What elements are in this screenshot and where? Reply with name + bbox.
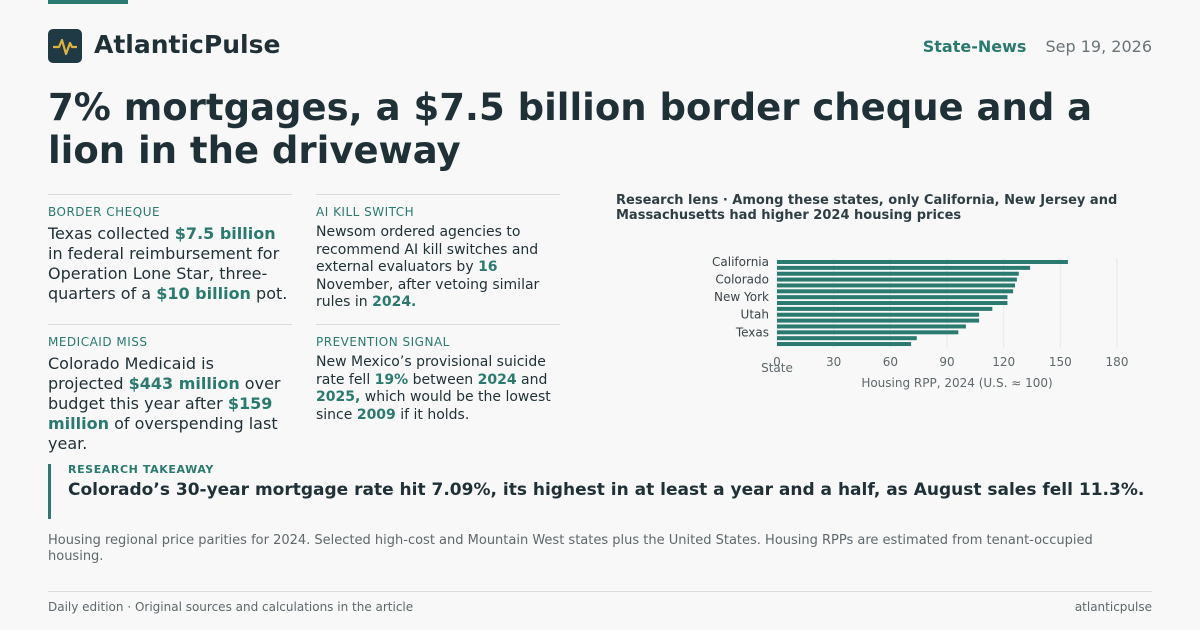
- bar: [777, 283, 1015, 288]
- brand: AtlanticPulse: [94, 30, 281, 59]
- bar: [777, 306, 993, 311]
- brief: PREVENTION SIGNAL New Mexico’s provisiona…: [316, 324, 560, 424]
- highlight: 2024: [477, 371, 517, 388]
- takeaway-text: Colorado’s 30-year mortgage rate hit 7.0…: [68, 480, 1145, 500]
- section: State-News: [922, 37, 1027, 56]
- bar: [777, 260, 1068, 264]
- highlight: $443 million: [128, 374, 240, 393]
- brief: MEDICAID MISS Colorado Medicaid is projec…: [48, 324, 292, 454]
- text: which would be the lowest since: [316, 389, 551, 423]
- x-tick-label: 0: [773, 355, 781, 369]
- date: Sep 19, 2026: [1045, 37, 1153, 56]
- text: November, after vetoing similar rules in: [316, 276, 540, 311]
- takeaway-rule: [48, 464, 51, 519]
- x-axis-label: Housing RPP, 2024 (U.S. ≈ 100): [861, 376, 1052, 390]
- text: pot.: [250, 284, 288, 303]
- x-tick-label: 120: [992, 355, 1015, 369]
- footer-right: atlanticpulse: [1074, 600, 1152, 614]
- bar: [777, 277, 1017, 282]
- text: and: [516, 371, 548, 388]
- y-tick-label: Texas: [735, 325, 769, 339]
- brief-label: PREVENTION SIGNAL: [316, 335, 450, 349]
- bar: [777, 295, 1008, 300]
- bar: [777, 301, 1008, 306]
- text: Colorado Medicaid is projected: [48, 354, 214, 393]
- logo: [48, 29, 82, 63]
- highlight: 2025,: [316, 389, 361, 405]
- brief-label: MEDICAID MISS: [48, 335, 148, 349]
- meta: State-News Sep 19, 2026: [923, 37, 1152, 56]
- chart: 0 30 60 90 120 150 180 California Colorado New Yo…: [712, 255, 1129, 390]
- bar: [777, 312, 980, 317]
- text: of overspending last year.: [48, 414, 278, 453]
- brief-label: BORDER CHEQUE: [48, 205, 161, 219]
- bar: [777, 289, 1014, 294]
- highlight: 2009: [356, 406, 396, 423]
- x-tick-label: 60: [883, 355, 898, 369]
- brief-body: Colorado Medicaid is projected $443 mill…: [48, 354, 292, 454]
- text: over budget this year after: [48, 374, 281, 413]
- bar: [777, 318, 980, 323]
- bar: [777, 271, 1019, 276]
- footer-rule: [48, 591, 1152, 592]
- highlight: $159 million: [48, 394, 273, 433]
- highlight: 19%: [374, 371, 409, 388]
- accent-bar: [48, 0, 128, 4]
- text: Newsom ordered agencies to recommend AI …: [316, 224, 539, 275]
- x-tick-label: 30: [826, 355, 841, 369]
- brief-body: Texas collected $7.5 billion in federal …: [48, 224, 292, 304]
- x-tick-label: 150: [1049, 355, 1072, 369]
- takeaway-label: RESEARCH TAKEAWAY: [68, 463, 214, 476]
- bar: [777, 265, 1031, 270]
- y-tick-label: California: [712, 255, 769, 269]
- text: Texas collected: [48, 224, 175, 243]
- y-tick-label: Utah: [741, 308, 769, 322]
- bar: [777, 324, 966, 329]
- brief: AI KILL SWITCH Newsom ordered agencies to…: [316, 194, 560, 312]
- x-tick-label: 180: [1106, 355, 1129, 369]
- headline: 7% mortgages, a $7.5 billion border cheq…: [48, 86, 1093, 172]
- text: in federal reimbursement for Operation L…: [48, 244, 280, 303]
- brief-label: AI KILL SWITCH: [316, 205, 415, 219]
- highlight: $10 billion: [156, 284, 251, 303]
- bar: [777, 330, 959, 335]
- brief-body: Newsom ordered agencies to recommend AI …: [316, 224, 560, 312]
- text: if it holds.: [395, 406, 470, 423]
- highlight: 16: [478, 259, 498, 275]
- highlight: 2024.: [372, 294, 417, 310]
- highlight: $7.5 billion: [174, 224, 276, 243]
- bar: [777, 336, 917, 341]
- y-axis-label: State: [761, 361, 793, 375]
- text: New Mexico’s provisional suicide rate fe…: [316, 354, 546, 388]
- y-tick-label: New York: [714, 290, 769, 304]
- bar: [777, 342, 912, 347]
- chart-title: Research lens · Among these states, only…: [616, 193, 1118, 223]
- brief: BORDER CHEQUE Texas collected $7.5 billio…: [48, 194, 292, 304]
- caption: Housing regional price parities for 2024…: [48, 533, 1093, 564]
- y-tick-label: Colorado: [715, 273, 769, 287]
- footer-left: Daily edition · Original sources and cal…: [48, 600, 414, 614]
- x-tick-label: 90: [939, 355, 954, 369]
- text: between: [408, 371, 478, 388]
- brief-body: New Mexico’s provisional suicide rate fe…: [316, 354, 560, 424]
